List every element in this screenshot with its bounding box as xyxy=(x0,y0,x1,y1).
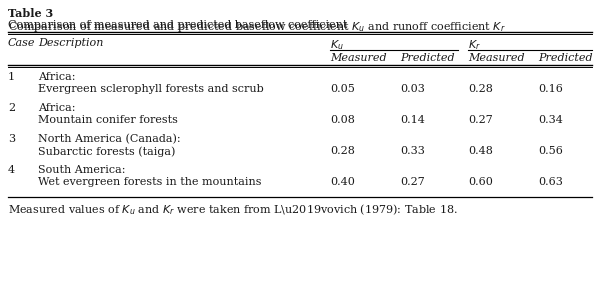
Text: 2: 2 xyxy=(8,103,15,113)
Text: Predicted: Predicted xyxy=(400,53,455,63)
Text: 0.56: 0.56 xyxy=(538,146,563,156)
Text: 0.08: 0.08 xyxy=(330,115,355,125)
Text: Comparison of measured and predicted baseflow coefficient: Comparison of measured and predicted bas… xyxy=(8,20,351,30)
Text: Predicted: Predicted xyxy=(538,53,593,63)
Text: North America (Canada):: North America (Canada): xyxy=(38,134,181,144)
Text: Table 3: Table 3 xyxy=(8,8,53,19)
Text: Africa:: Africa: xyxy=(38,103,76,113)
Text: Case: Case xyxy=(8,38,35,48)
Text: 0.40: 0.40 xyxy=(330,177,355,187)
Text: 0.63: 0.63 xyxy=(538,177,563,187)
Text: Wet evergreen forests in the mountains: Wet evergreen forests in the mountains xyxy=(38,177,262,187)
Text: $\mathit{K_r}$: $\mathit{K_r}$ xyxy=(468,38,481,52)
Text: 0.28: 0.28 xyxy=(330,146,355,156)
Text: 0.34: 0.34 xyxy=(538,115,563,125)
Text: Mountain conifer forests: Mountain conifer forests xyxy=(38,115,178,125)
Text: Subarctic forests (taiga): Subarctic forests (taiga) xyxy=(38,146,175,156)
Text: $\mathit{K_u}$: $\mathit{K_u}$ xyxy=(330,38,344,52)
Text: Measured: Measured xyxy=(330,53,386,63)
Text: 4: 4 xyxy=(8,165,15,175)
Text: 0.48: 0.48 xyxy=(468,146,493,156)
Text: Africa:: Africa: xyxy=(38,72,76,82)
Text: 0.60: 0.60 xyxy=(468,177,493,187)
Text: 0.27: 0.27 xyxy=(468,115,493,125)
Text: 0.03: 0.03 xyxy=(400,84,425,94)
Text: 1: 1 xyxy=(8,72,15,82)
Text: Evergreen sclerophyll forests and scrub: Evergreen sclerophyll forests and scrub xyxy=(38,84,264,94)
Text: 0.16: 0.16 xyxy=(538,84,563,94)
Text: South America:: South America: xyxy=(38,165,125,175)
Text: Description: Description xyxy=(38,38,103,48)
Text: 0.33: 0.33 xyxy=(400,146,425,156)
Text: Measured: Measured xyxy=(468,53,524,63)
Text: 3: 3 xyxy=(8,134,15,144)
Text: 0.05: 0.05 xyxy=(330,84,355,94)
Text: 0.14: 0.14 xyxy=(400,115,425,125)
Text: 0.27: 0.27 xyxy=(400,177,425,187)
Text: Comparison of measured and predicted baseflow coefficient $\mathit{K_u}$ and run: Comparison of measured and predicted bas… xyxy=(8,20,506,34)
Text: Measured values of $\mathit{K_u}$ and $\mathit{K_r}$ were taken from L\u2019vovi: Measured values of $\mathit{K_u}$ and $\… xyxy=(8,202,458,217)
Text: 0.28: 0.28 xyxy=(468,84,493,94)
